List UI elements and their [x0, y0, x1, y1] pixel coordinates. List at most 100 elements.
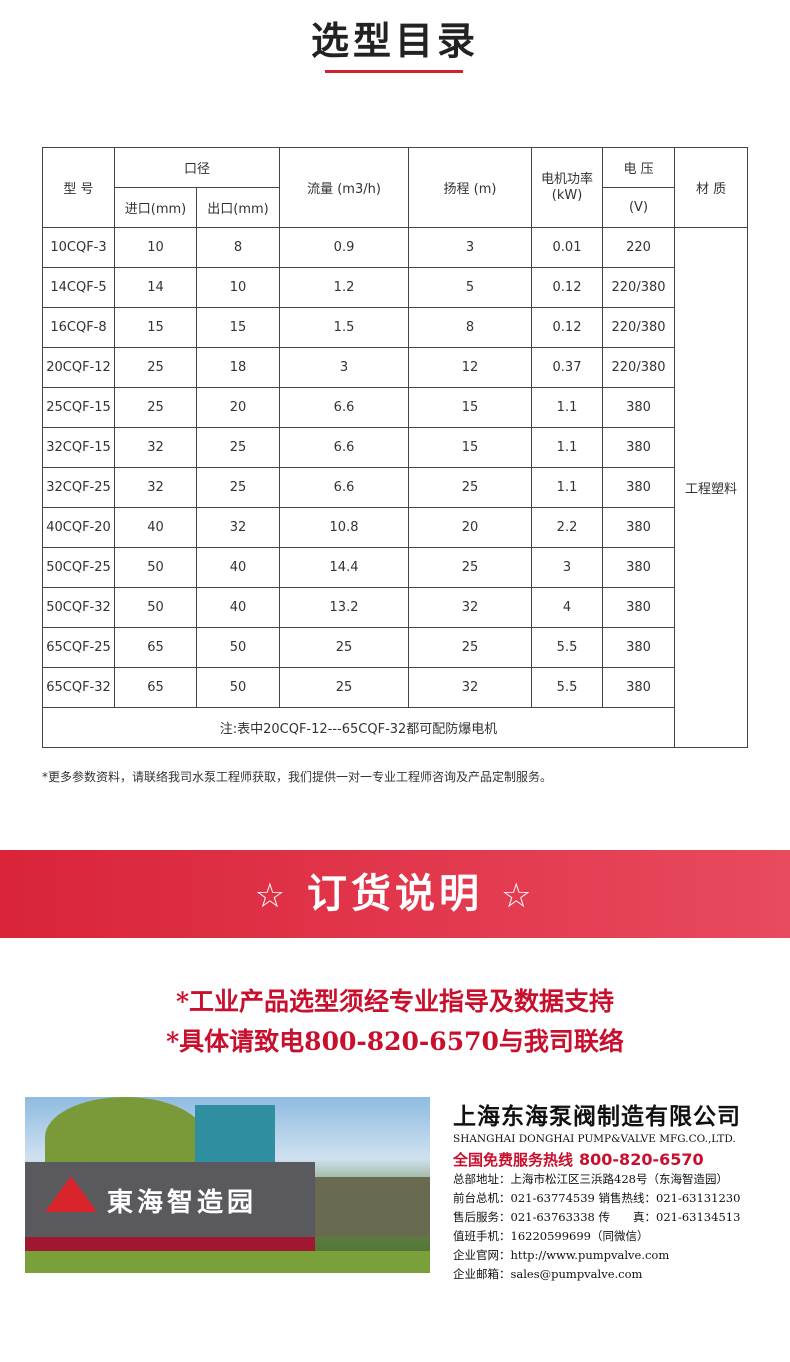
table-cell: 3 [408, 227, 533, 268]
table-cell: 15 [114, 307, 197, 348]
header-material: 材 质 [674, 147, 749, 228]
table-row: 14CQF-5 14 10 1.2 5 0.12 220/380 [42, 267, 748, 308]
table-cell: 1.1 [531, 427, 604, 468]
hotline-number: 800-820-6570 [579, 1150, 704, 1169]
contact-line: 企业官网：http://www.pumpvalve.com [453, 1248, 670, 1262]
hedge [25, 1237, 315, 1251]
table-cell: 8 [408, 307, 533, 348]
table-cell: 380 [602, 507, 676, 548]
table-cell: 50 [195, 627, 281, 668]
note-line: *具体请致电800-820-6570与我司联络 [166, 1027, 624, 1056]
selection-table: 型 号 口径 流量 (m3/h) 扬程 (m) 电机功率 (kW) 电 压 材 … [41, 147, 749, 748]
table-cell: 380 [602, 587, 676, 628]
table-cell: 50CQF-25 [42, 547, 115, 588]
table-cell: 65CQF-25 [42, 627, 115, 668]
gate [315, 1177, 430, 1237]
table-cell: 1.1 [531, 387, 604, 428]
table-cell: 25 [114, 387, 197, 428]
contact-line: 值班手机：16220599699（同微信） [453, 1229, 649, 1243]
table-cell: 25 [408, 627, 533, 668]
company-info: 上海东海泵阀制造有限公司 SHANGHAI DONGHAI PUMP&VALVE… [453, 1097, 773, 1284]
table-cell: 25 [408, 547, 533, 588]
table-cell: 380 [602, 467, 676, 508]
table-cell: 14 [114, 267, 197, 308]
header-model: 型 号 [42, 147, 115, 228]
company-name-cn: 上海东海泵阀制造有限公司 [453, 1104, 741, 1130]
table-cell: 50 [114, 587, 197, 628]
page-title: 选型目录 [310, 19, 479, 63]
star-icon: ☆ [500, 876, 536, 916]
table-row: 50CQF-25 50 40 14.4 25 3 380 [42, 547, 748, 588]
contact-line: 前台总机：021-63774539 销售热线：021-63131230 [453, 1191, 741, 1205]
table-note: 注:表中20CQF-12---65CQF-32都可配防爆电机 [41, 707, 676, 748]
header-head: 扬程 (m) [408, 147, 533, 228]
table-row: 25CQF-15 25 20 6.6 15 1.1 380 [42, 387, 748, 428]
contact-line: 总部地址：上海市松江区三浜路428号（东海智造园） [453, 1172, 728, 1186]
banner-title: 订货说明 [307, 871, 483, 917]
contact-line: 售后服务：021-63763338 传 真：021-63134513 [453, 1210, 741, 1224]
footnote: *更多参数资料，请联络我司水泵工程师获取，我们提供一对一专业工程师咨询及产品定制… [42, 770, 553, 784]
table-cell: 3 [531, 547, 604, 588]
table-cell: 10.8 [279, 507, 410, 548]
table-cell: 65 [114, 667, 197, 708]
header-caliber: 口径 [113, 147, 281, 188]
table-cell: 5 [408, 267, 533, 308]
title-underline [325, 70, 463, 73]
table-cell: 65 [114, 627, 197, 668]
table-cell: 3 [279, 347, 410, 388]
table-cell: 50 [114, 547, 197, 588]
table-cell: 0.12 [531, 307, 604, 348]
table-cell: 220/380 [602, 347, 676, 388]
table-cell: 380 [602, 667, 676, 708]
table-cell: 0.37 [531, 347, 604, 388]
header-outlet: 出口(mm) [195, 187, 281, 228]
table-cell: 20 [195, 387, 281, 428]
note-row: 注:表中20CQF-12---65CQF-32都可配防爆电机 [41, 707, 748, 748]
table-cell: 40 [114, 507, 197, 548]
table-cell: 25 [195, 467, 281, 508]
table-cell: 32 [114, 467, 197, 508]
table-row: 65CQF-32 65 50 25 32 5.5 380 [42, 667, 748, 708]
table-cell: 40CQF-20 [42, 507, 115, 548]
table-row: 32CQF-25 32 25 6.6 25 1.1 380 [42, 467, 748, 508]
company-logo-icon [45, 1176, 97, 1212]
table-cell: 0.9 [279, 227, 410, 268]
table-cell: 10 [114, 227, 197, 268]
table-row: 20CQF-12 25 18 3 12 0.37 220/380 [42, 347, 748, 388]
table-row: 10CQF-3 10 8 0.9 3 0.01 220 工程塑料 [42, 227, 749, 748]
table-cell: 32CQF-25 [42, 467, 115, 508]
table-cell: 1.1 [531, 467, 604, 508]
table-cell: 20CQF-12 [42, 347, 115, 388]
order-banner: ☆ 订货说明 ☆ [0, 850, 790, 938]
table-row: 32CQF-15 32 25 6.6 15 1.1 380 [42, 427, 748, 468]
table-cell: 5.5 [531, 667, 604, 708]
table-cell: 220 [602, 227, 676, 268]
table-cell: 40 [195, 547, 281, 588]
sign-text: 東海智造园 [107, 1188, 258, 1218]
header-voltage-unit: (V) [602, 187, 676, 228]
table-cell: 15 [408, 427, 533, 468]
table-cell: 0.12 [531, 267, 604, 308]
table-cell: 50 [195, 667, 281, 708]
table-cell: 32 [408, 667, 533, 708]
star-icon: ☆ [254, 876, 290, 916]
table-cell: 18 [195, 347, 281, 388]
header-voltage: 电 压 [602, 147, 676, 188]
table-cell: 32 [114, 427, 197, 468]
table-cell: 32 [195, 507, 281, 548]
table-row: 50CQF-32 50 40 13.2 32 4 380 [42, 587, 748, 628]
table-cell: 380 [602, 387, 676, 428]
company-name-en: SHANGHAI DONGHAI PUMP&VALVE MFG.CO.,LTD. [453, 1133, 736, 1145]
hotline-label: 全国免费服务热线 [453, 1151, 574, 1169]
table-cell: 16CQF-8 [42, 307, 115, 348]
table-cell: 14.4 [279, 547, 410, 588]
table-cell: 13.2 [279, 587, 410, 628]
table-cell: 40 [195, 587, 281, 628]
hotline: 全国免费服务热线 800-820-6570 [453, 1149, 773, 1170]
table-cell: 32CQF-15 [42, 427, 115, 468]
table-cell: 6.6 [279, 467, 410, 508]
table-cell: 65CQF-32 [42, 667, 115, 708]
table-cell: 6.6 [279, 387, 410, 428]
table-cell: 380 [602, 547, 676, 588]
table-cell: 5.5 [531, 627, 604, 668]
